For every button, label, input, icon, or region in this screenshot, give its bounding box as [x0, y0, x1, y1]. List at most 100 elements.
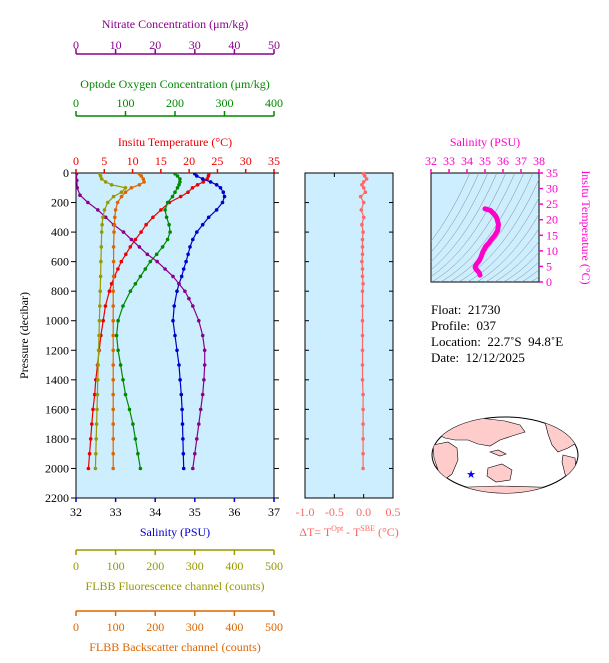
temperature-point — [88, 437, 93, 441]
nitrate-point — [198, 407, 203, 412]
oxygen-point — [114, 333, 119, 338]
fluorescence-point — [119, 190, 124, 194]
oxygen-point — [175, 186, 180, 190]
nitrate-point — [129, 237, 134, 242]
ts-temp-tick-label: 10 — [546, 244, 558, 258]
backscatter-tick-label: 100 — [107, 620, 125, 634]
nitrate-point — [202, 378, 206, 382]
fluorescence-point — [102, 208, 107, 212]
oxygen-point — [121, 378, 125, 382]
fluorescence-point — [97, 318, 102, 323]
salinity-point — [180, 422, 185, 426]
ts-salinity-tick-label: 37 — [515, 154, 527, 168]
salinity-point — [206, 215, 211, 220]
dt-point — [360, 274, 365, 279]
ts-temp-tick-label: 25 — [546, 197, 558, 211]
backscatter-point — [111, 318, 115, 323]
dt-point — [364, 177, 369, 181]
density-contour — [530, 168, 609, 287]
density-contour — [431, 173, 507, 277]
nitrate-point — [145, 252, 150, 257]
location: Location: 22.7˚S 94.8˚E — [431, 334, 564, 349]
backscatter-point — [137, 183, 142, 187]
oxygen-point — [175, 174, 180, 178]
salinity-point — [177, 363, 181, 367]
fluorescence-tick-label: 400 — [225, 559, 243, 573]
nitrate-point — [137, 245, 142, 249]
dt-tick-label: 0.0 — [356, 505, 371, 519]
salinity-point — [195, 174, 199, 178]
oxygen-point — [123, 392, 128, 397]
nitrate-tick-label: 0 — [73, 38, 79, 52]
fluorescence-point — [98, 304, 102, 308]
oxygen-point — [177, 183, 181, 187]
fluorescence-tick-label: 200 — [146, 559, 164, 573]
density-contour — [530, 276, 539, 282]
salinity-point — [175, 348, 179, 353]
backscatter-tick-label: 500 — [265, 620, 283, 634]
temperature-point — [87, 451, 92, 456]
map-marker: ★ — [466, 469, 476, 481]
oxygen-point — [118, 363, 123, 367]
dt-tick-label: -1.0 — [296, 505, 315, 519]
fluorescence-point — [93, 466, 98, 471]
ts-salinity-tick-label: 33 — [443, 154, 455, 168]
salinity-point — [208, 180, 213, 184]
fluorescence-point — [111, 194, 116, 199]
oxygen-point — [127, 407, 132, 412]
backscatter-tick-label: 0 — [73, 620, 79, 634]
dt-axis-label: ΔT= TOpt - TSBE (°C) — [299, 524, 399, 539]
dt-point — [360, 304, 365, 308]
pressure-tick-label: 1400 — [45, 373, 69, 387]
ts-temp-tick-label: 30 — [546, 182, 558, 196]
temperature-point — [86, 466, 91, 471]
temperature-tick-label: 25 — [211, 154, 223, 168]
backscatter-point — [113, 208, 118, 212]
fluorescence-point — [96, 348, 101, 353]
oxygen-point — [143, 267, 148, 271]
pressure-tick-label: 200 — [51, 196, 69, 210]
oxygen-point — [170, 194, 175, 199]
backscatter-tick-label: 400 — [225, 620, 243, 634]
backscatter-point — [123, 190, 128, 194]
fluorescence-point — [94, 422, 99, 426]
salinity-point — [184, 259, 188, 264]
density-contour — [449, 173, 534, 282]
salinity-point — [178, 378, 182, 382]
pressure-tick-label: 1800 — [45, 432, 69, 446]
nitrate-point — [177, 282, 181, 286]
oxygen-tick-label: 300 — [216, 96, 234, 110]
oxygen-point — [154, 252, 159, 257]
oxygen-point — [133, 282, 138, 286]
fluorescence-point — [100, 222, 104, 227]
backscatter-tick-label: 300 — [186, 620, 204, 634]
salinity-point — [221, 190, 226, 194]
dt-point — [361, 230, 365, 234]
fluorescence-point — [103, 180, 108, 184]
fluorescence-point — [94, 451, 98, 456]
fluorescence-tick-label: 300 — [186, 559, 204, 573]
fluorescence-point — [123, 186, 128, 190]
density-contour — [431, 173, 489, 262]
temperature-point — [186, 190, 190, 194]
backscatter-point — [142, 180, 146, 184]
pressure-tick-label: 400 — [51, 225, 69, 239]
pressure-tick-label: 2000 — [45, 461, 69, 475]
dt-point — [363, 190, 368, 194]
oxygen-axis-label: Optode Oxygen Concentration (μm/kg) — [80, 77, 269, 91]
salinity-point — [214, 208, 219, 212]
nitrate-point — [78, 193, 82, 197]
temperature-point — [159, 208, 163, 212]
dt-point — [358, 194, 363, 199]
oxygen-point — [165, 200, 170, 205]
density-contour — [440, 173, 525, 282]
backscatter-point — [111, 422, 115, 426]
dt-point — [360, 252, 365, 257]
temperature-tick-label: 20 — [183, 154, 195, 168]
density-contour — [431, 173, 516, 282]
nitrate-tick-label: 10 — [110, 38, 122, 52]
dt-point — [360, 333, 365, 338]
oxygen-point — [173, 190, 177, 194]
temperature-point — [109, 282, 114, 286]
temperature-point — [133, 237, 138, 242]
